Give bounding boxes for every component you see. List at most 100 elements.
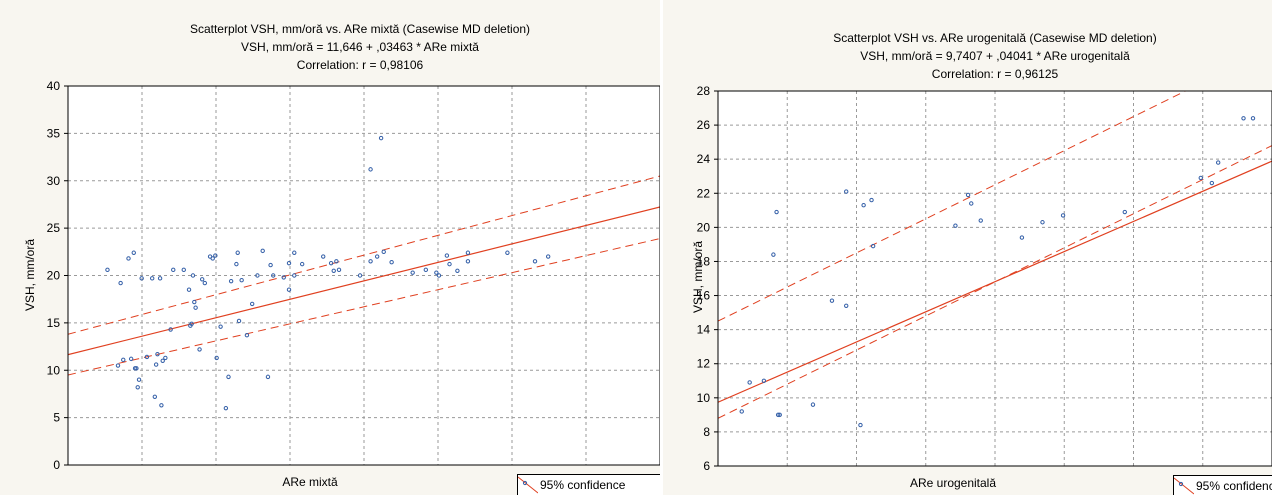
- data-point: [244, 332, 250, 338]
- y-tick-label: 40: [47, 79, 61, 93]
- y-tick-label: 10: [47, 363, 61, 377]
- data-point: [436, 273, 442, 278]
- data-point: [969, 201, 974, 206]
- data-point: [235, 250, 240, 255]
- data-point: [193, 305, 198, 310]
- data-point: [771, 252, 776, 257]
- y-tick-label: 0: [53, 458, 60, 472]
- x-axis-label: ARe urogenitală: [909, 476, 997, 490]
- data-point: [226, 374, 231, 380]
- data-point: [213, 253, 218, 258]
- correlation-text: Correlation: r = 0,96125: [931, 67, 1059, 81]
- data-point: [368, 167, 373, 172]
- data-point: [378, 135, 384, 141]
- plot-content: [718, 91, 1272, 428]
- y-axis-label: VSH, mm/oră: [691, 241, 705, 314]
- y-tick-label: 20: [697, 220, 711, 234]
- data-point: [810, 402, 816, 407]
- data-point: [321, 254, 326, 259]
- data-point: [214, 355, 219, 361]
- data-point: [218, 324, 223, 329]
- y-tick-label: 30: [47, 174, 61, 188]
- y-axis-label: VSH, mm/oră: [23, 239, 37, 312]
- correlation-text: Correlation: r = 0,98106: [296, 58, 424, 72]
- data-point: [268, 262, 273, 268]
- data-point: [271, 273, 276, 278]
- x-axis-label: ARe mixtă: [282, 475, 338, 489]
- data-point: [410, 270, 415, 275]
- data-point: [152, 394, 158, 399]
- data-point: [135, 385, 140, 390]
- plot-frame: [717, 90, 1272, 467]
- data-point: [1040, 220, 1045, 225]
- confidence-upper-line: [68, 175, 660, 335]
- data-point: [228, 278, 234, 284]
- data-point: [368, 259, 373, 264]
- data-point: [199, 277, 205, 282]
- chart-titles: Scatterplot VSH, mm/oră vs. ARe mixtă (C…: [60, 20, 660, 74]
- legend-swatch: [1174, 477, 1194, 495]
- data-point: [115, 363, 121, 368]
- data-point: [234, 261, 239, 267]
- data-point: [292, 273, 297, 278]
- data-point: [186, 287, 192, 292]
- data-point: [153, 362, 159, 367]
- data-point: [1215, 160, 1221, 165]
- y-tick-label: 12: [697, 357, 711, 371]
- data-point: [447, 261, 452, 267]
- scatter-plot: 0 5 10 15 20 25 30 35 40: [47, 79, 660, 472]
- data-point: [163, 355, 168, 361]
- data-point: [965, 192, 971, 198]
- data-point: [774, 209, 779, 215]
- plot-content: [68, 135, 660, 411]
- data-point: [1198, 175, 1203, 181]
- data-point: [374, 254, 380, 259]
- data-point: [357, 273, 363, 278]
- y-tick-label: 20: [47, 269, 61, 283]
- plot-frame: [67, 85, 660, 466]
- data-point: [134, 366, 139, 371]
- data-point: [281, 275, 286, 280]
- chart-panel-left: Scatterplot VSH, mm/oră vs. ARe mixtă (C…: [0, 0, 660, 495]
- chart-panel-right: Scatterplot VSH vs. ARe urogenitală (Cas…: [663, 0, 1272, 495]
- data-point: [223, 405, 229, 411]
- data-point: [192, 299, 197, 305]
- data-point: [292, 250, 297, 255]
- data-point: [870, 243, 876, 249]
- data-point: [126, 256, 131, 261]
- y-tick-label: 16: [697, 289, 711, 303]
- data-point: [381, 249, 386, 255]
- y-tick-label: 8: [703, 425, 710, 439]
- data-point: [249, 301, 255, 307]
- data-point: [210, 256, 215, 261]
- data-point: [444, 253, 450, 258]
- data-point: [465, 259, 471, 264]
- data-point: [334, 259, 339, 264]
- data-point: [1209, 180, 1215, 186]
- data-point: [157, 276, 163, 281]
- data-point: [160, 358, 165, 363]
- data-point: [155, 351, 160, 357]
- data-point: [336, 267, 342, 273]
- data-point: [423, 267, 429, 273]
- y-tick-label: 15: [47, 316, 61, 330]
- data-point: [844, 189, 849, 194]
- data-point: [858, 422, 863, 428]
- y-tick-label: 22: [697, 186, 711, 200]
- data-point: [239, 278, 244, 283]
- data-point: [118, 280, 123, 286]
- chart-title: Scatterplot VSH, mm/oră vs. ARe mixtă (C…: [189, 22, 531, 36]
- regression-equation: VSH, mm/oră = 9,7407 + ,04041 * ARe urog…: [860, 49, 1130, 63]
- data-point: [299, 261, 305, 267]
- y-tick-label: 24: [697, 152, 711, 166]
- data-point: [739, 409, 744, 414]
- confidence-lower-line: [68, 238, 660, 376]
- data-point: [131, 250, 136, 255]
- data-point: [775, 412, 781, 418]
- y-tick-label: 14: [697, 323, 711, 337]
- data-point: [144, 354, 150, 360]
- data-point: [829, 298, 835, 303]
- legend: 95% confidence: [517, 474, 660, 495]
- data-point: [953, 223, 958, 228]
- confidence-upper-line: [718, 91, 1187, 322]
